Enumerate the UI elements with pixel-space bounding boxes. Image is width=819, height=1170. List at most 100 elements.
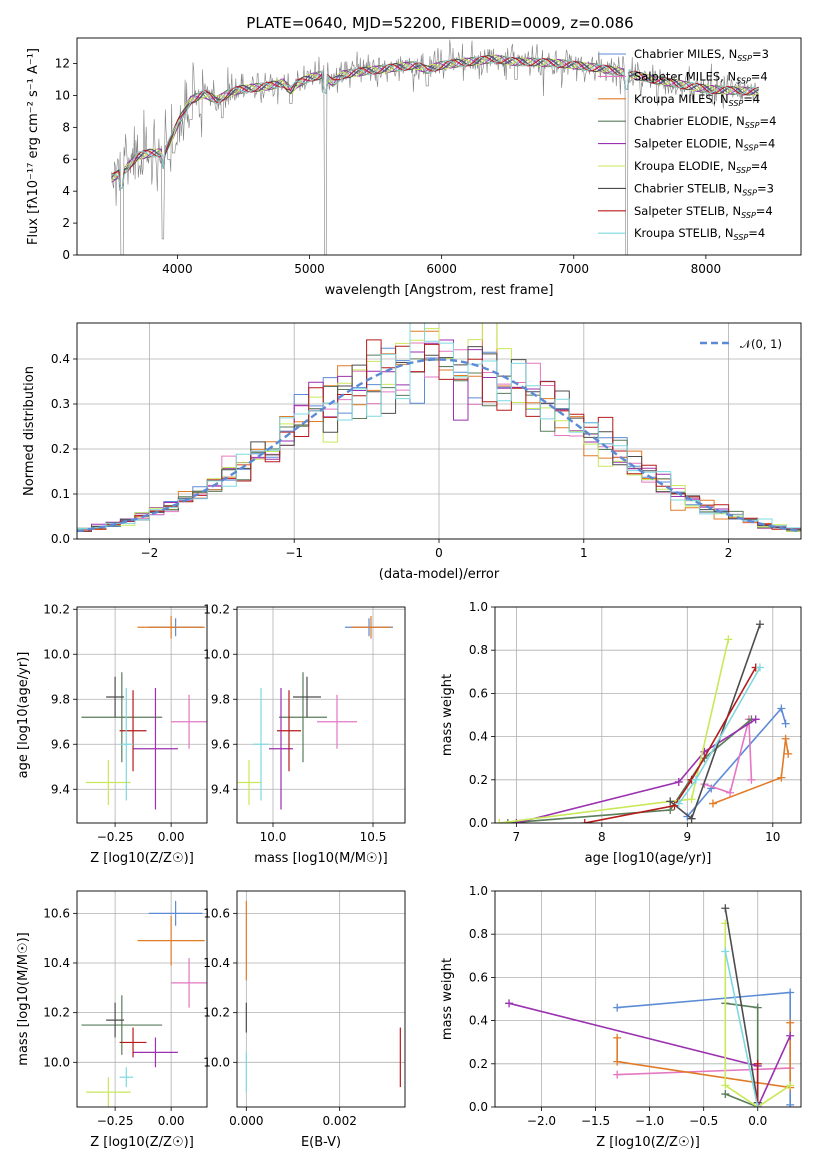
plot-area — [81, 616, 207, 810]
x-tick-label: −0.5 — [689, 1114, 718, 1128]
x-axis-label: mass [log10(M/M☉)] — [254, 851, 387, 866]
weight-line — [516, 718, 757, 823]
x-tick-label: 10.0 — [260, 830, 287, 844]
spectrum-model-kroupa-elodie — [111, 54, 759, 190]
x-tick-label: 9 — [683, 830, 691, 844]
y-tick-label: 0.4 — [469, 1014, 488, 1028]
x-tick-label: −2.0 — [527, 1114, 556, 1128]
x-axis-label: Z [log10(Z/Z☉)] — [90, 1135, 194, 1150]
y-tick-label: 1.0 — [469, 600, 488, 614]
legend-count: =4 — [743, 92, 760, 106]
axes-frame — [76, 37, 802, 256]
weight-marker — [670, 801, 679, 810]
weight-marker — [666, 806, 675, 815]
y-tick-label: 10.4 — [43, 956, 70, 970]
weight-marker — [751, 715, 760, 724]
legend-count: =4 — [751, 69, 768, 83]
weight-marker — [755, 663, 764, 672]
y-tick-label: 0.1 — [51, 487, 70, 501]
legend-entry: 𝒩(0, 1) — [740, 337, 782, 351]
plot-area — [81, 900, 207, 1107]
y-tick-label: 1.0 — [469, 884, 488, 898]
y-tick-label: 10.2 — [43, 1006, 70, 1020]
y-tick-label: 0 — [62, 248, 70, 262]
plot-area — [505, 904, 795, 1107]
x-tick-label: 0 — [435, 546, 443, 560]
weight-marker — [687, 814, 696, 823]
y-tick-label: 10.2 — [203, 1006, 230, 1020]
x-tick-label: 7000 — [558, 262, 589, 276]
y-axis-label: Normed distribution — [22, 366, 37, 496]
y-tick-label: 0.8 — [469, 927, 488, 941]
x-axis-label: (data-model)/error — [379, 567, 500, 582]
axes-frame — [76, 890, 208, 1108]
plot-area — [245, 900, 401, 1093]
weight-marker — [721, 1090, 730, 1099]
y-tick-label: 9.6 — [51, 737, 70, 751]
y-tick-label: 0.4 — [51, 352, 70, 366]
y-tick-label: 0.3 — [51, 397, 70, 411]
y-tick-label: 10 — [55, 88, 70, 102]
y-tick-label: 0.2 — [51, 442, 70, 456]
legend-entry: Salpeter STELIB, NSSP=4 — [634, 204, 773, 220]
x-tick-label: −2 — [141, 546, 159, 560]
plots: 4000 5000 6000 7000 8000024681012wavelength … — [16, 37, 802, 1150]
x-axis-label: age [log10(age/yr)] — [585, 851, 712, 866]
weight-marker — [721, 1081, 730, 1090]
weight-marker — [613, 1057, 622, 1066]
legend-subscript: SSP — [744, 144, 759, 153]
normal-curve — [77, 358, 801, 533]
weight-line — [499, 639, 730, 823]
weight-marker — [781, 719, 790, 728]
weight-marker — [781, 734, 790, 743]
weight-marker — [721, 904, 730, 913]
weight-marker — [747, 775, 756, 784]
plot-area — [77, 323, 801, 539]
plot-area — [237, 616, 393, 810]
y-tick-label: 0.2 — [469, 1057, 488, 1071]
x-tick-label: 0.00 — [158, 830, 185, 844]
axes-frame — [494, 890, 802, 1108]
y-tick-label: 8 — [62, 120, 70, 134]
weight-marker — [721, 947, 730, 956]
weight-line — [724, 908, 759, 1103]
y-tick-label: 0.6 — [469, 970, 488, 984]
x-tick-label: −0.25 — [97, 830, 134, 844]
y-tick-label: 9.8 — [51, 692, 70, 706]
y-tick-label: 9.4 — [211, 782, 230, 796]
legend-count: =4 — [756, 204, 773, 218]
x-tick-label: −1.5 — [581, 1114, 610, 1128]
x-tick-label: 0.00 — [158, 1114, 185, 1128]
legend-subscript: SSP — [745, 121, 760, 130]
weight-marker — [580, 819, 589, 823]
weight-marker — [691, 775, 700, 784]
y-axis-label: age [log10(age/yr)] — [16, 652, 31, 779]
weight-marker — [777, 704, 786, 713]
x-tick-label: 0.002 — [322, 1114, 356, 1128]
figure-title: PLATE=0640, MJD=52200, FIBERID=0009, z=0… — [246, 14, 633, 32]
legend-entry: Chabrier STELIB, NSSP=3 — [634, 181, 774, 197]
weight-marker — [786, 1100, 795, 1107]
weight-line — [507, 718, 752, 823]
y-tick-label: 9.4 — [51, 782, 70, 796]
x-tick-label: −1.0 — [635, 1114, 664, 1128]
plot-area — [111, 39, 759, 255]
chart-mass-weight-vs-age: 7 8 9 10 0.0 0.2 0.4 0.6 0.8 1.0 age [log10(age/yr… — [440, 600, 802, 866]
y-axis-label: mass [log10(M/M☉)] — [16, 932, 31, 1065]
weight-marker — [674, 777, 683, 786]
y-tick-label: 2 — [62, 216, 70, 230]
y-tick-label: 4 — [62, 184, 70, 198]
weight-line — [686, 706, 787, 818]
y-tick-label: 9.6 — [211, 737, 230, 751]
legend-subscript: SSP — [741, 211, 756, 220]
chart-mass-vs-ebv: 0.000 0.002 10.0 10.2 10.4 10.6 E(B-V) — [203, 890, 406, 1150]
x-tick-label: 6000 — [426, 262, 457, 276]
x-axis-label: Z [log10(Z/Z☉)] — [596, 1135, 700, 1150]
legend-count: =4 — [748, 226, 765, 240]
weight-marker — [726, 788, 735, 797]
chart-mass-vs-Z: −0.25 0.00 10.0 10.2 10.4 10.6 Z [log10(Z/Z☉)]… — [16, 890, 208, 1150]
y-tick-label: 0.6 — [469, 686, 488, 700]
y-tick-label: 0.0 — [469, 816, 488, 830]
chart-age-vs-mass: 10.0 10.5 9.4 9.6 9.8 10.0 10.2 mass [log10(M/M… — [203, 602, 406, 866]
